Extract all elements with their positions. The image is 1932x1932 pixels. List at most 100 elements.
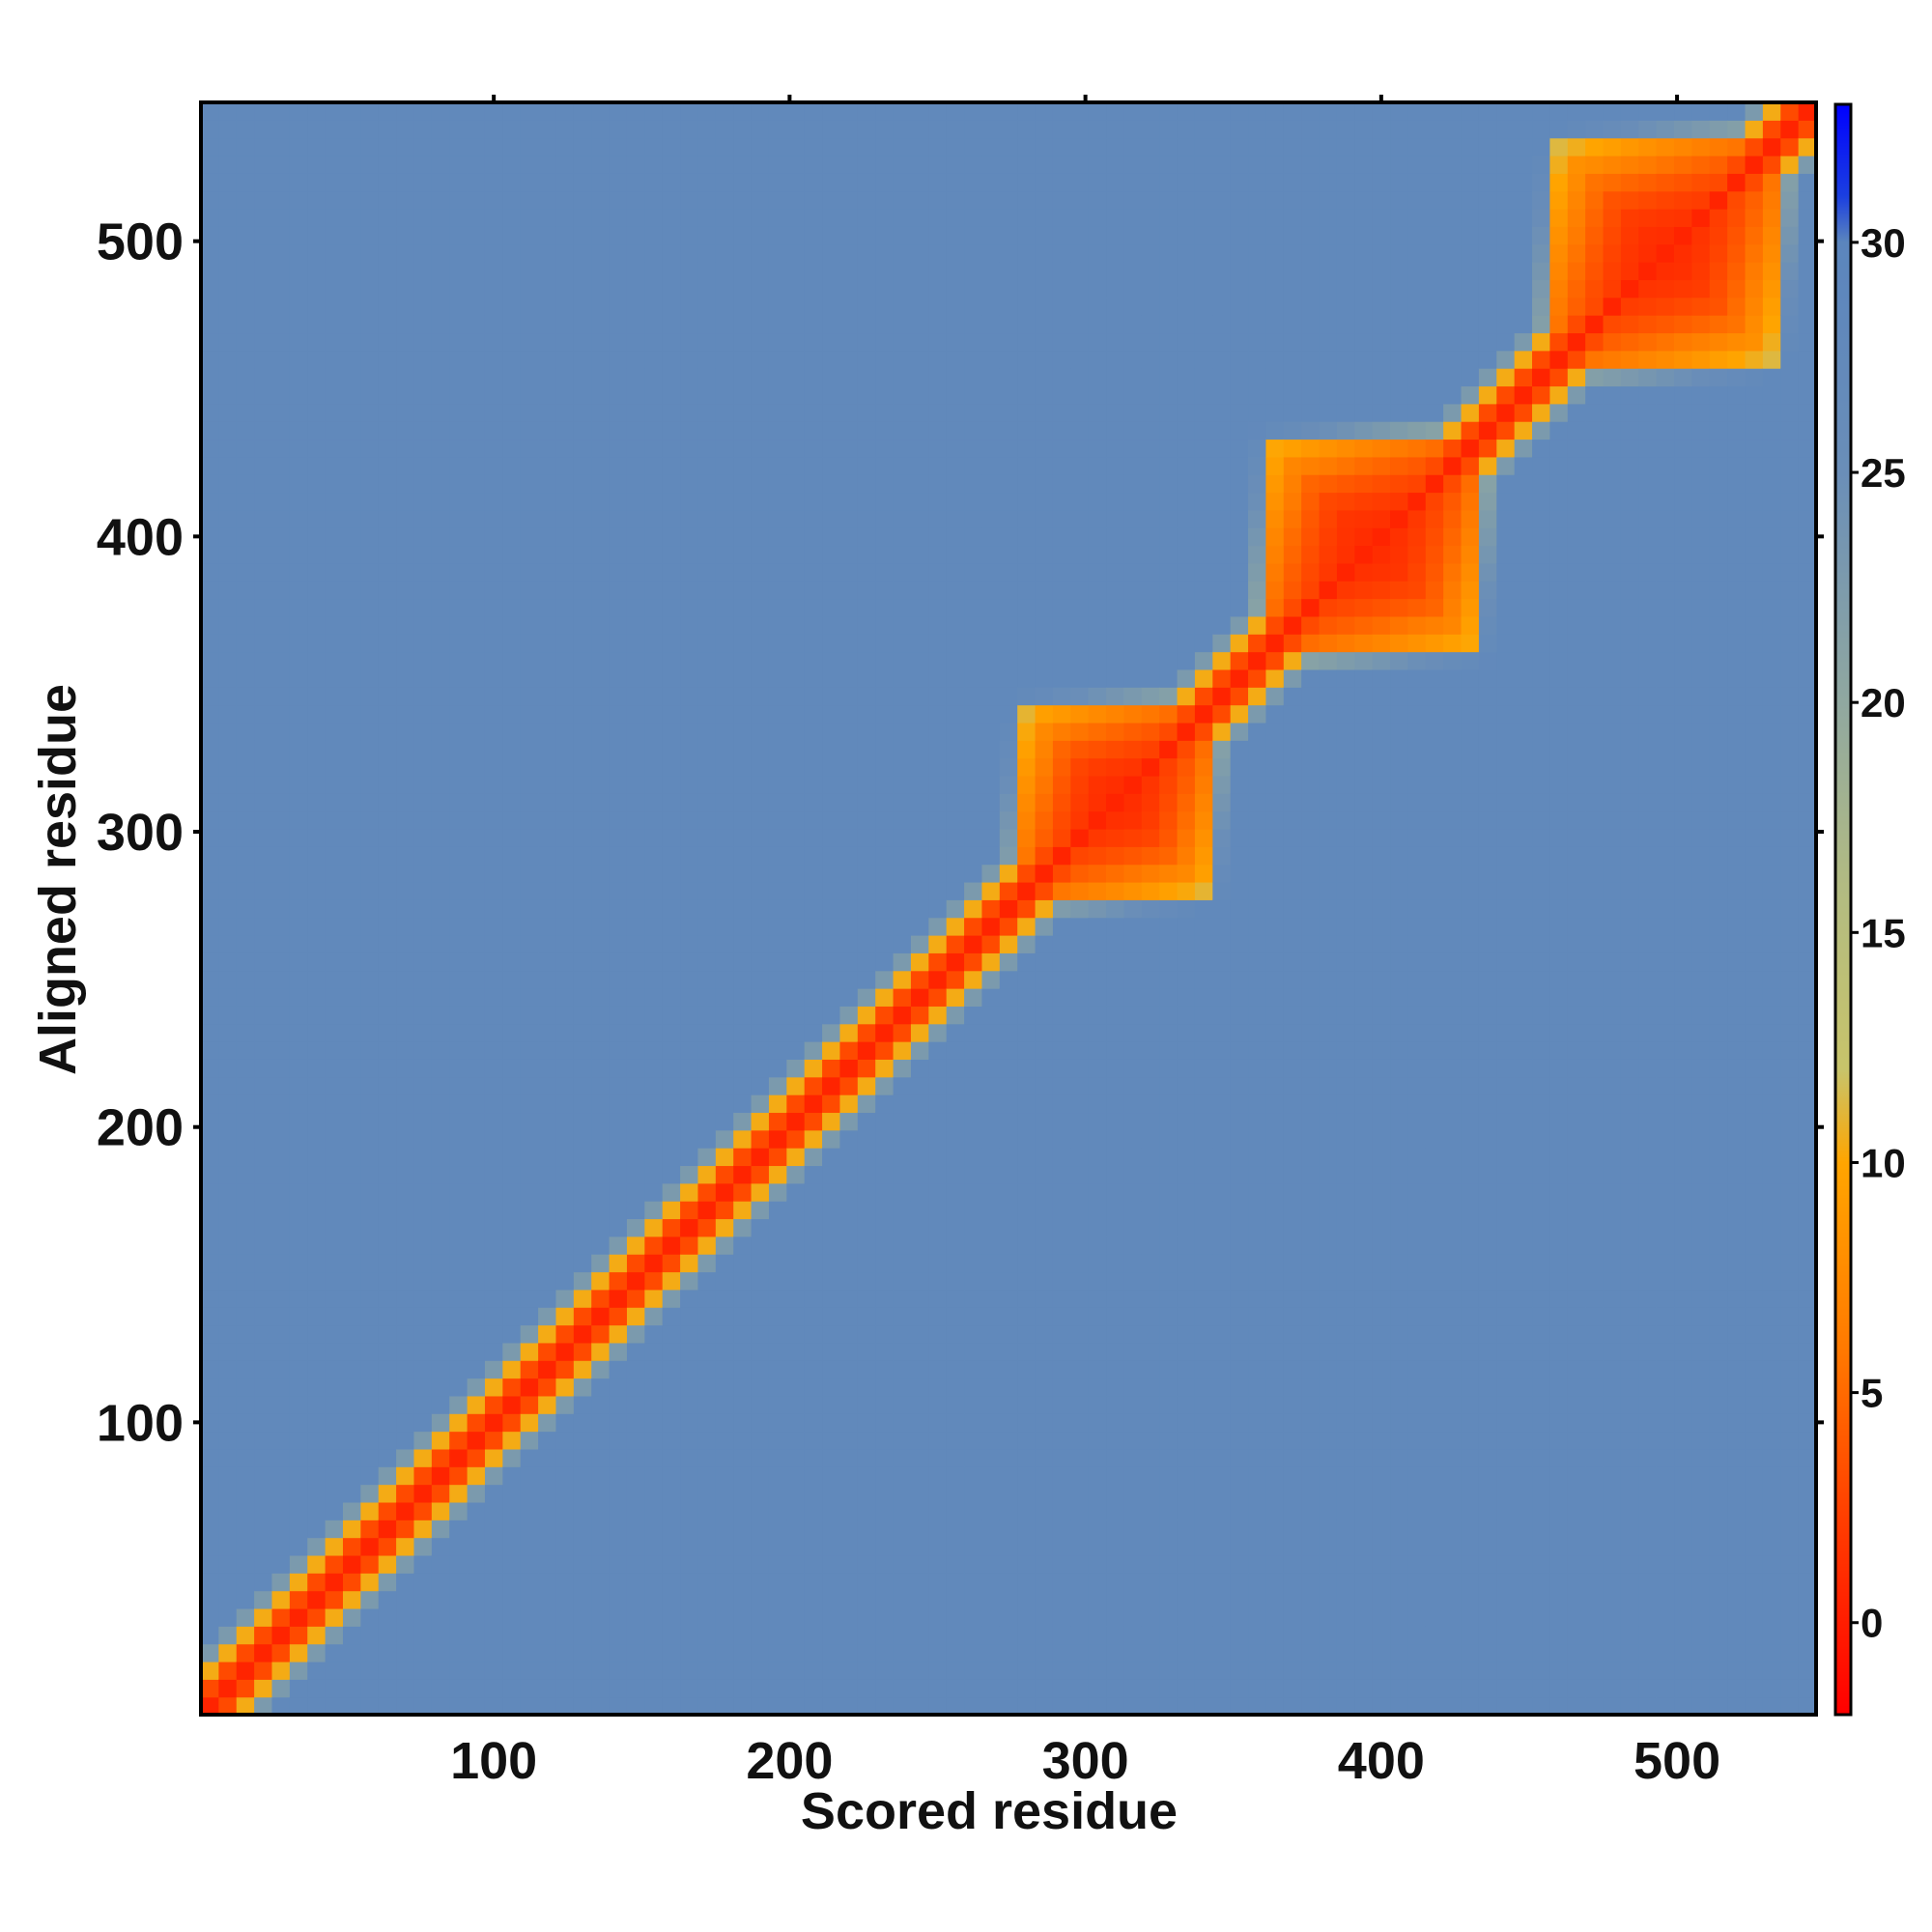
- heatmap-cell: [360, 1679, 380, 1698]
- heatmap-cell: [573, 1520, 592, 1539]
- heatmap-cell: [378, 651, 397, 670]
- heatmap-cell: [325, 970, 344, 989]
- heatmap-cell: [1141, 1573, 1160, 1592]
- heatmap-cell: [715, 810, 734, 830]
- heatmap-cell: [1123, 1378, 1143, 1397]
- heatmap-cell: [271, 1679, 291, 1698]
- heatmap-cell: [342, 828, 361, 847]
- heatmap-cell: [378, 421, 397, 440]
- heatmap-cell: [342, 421, 361, 440]
- heatmap-cell: [449, 1307, 469, 1326]
- heatmap-cell: [1106, 474, 1125, 494]
- heatmap-cell: [697, 1006, 717, 1025]
- heatmap-cell: [768, 509, 787, 528]
- heatmap-cell: [751, 209, 770, 227]
- heatmap-cell: [626, 935, 645, 953]
- heatmap-cell: [467, 492, 486, 511]
- heatmap-cell: [1123, 775, 1143, 794]
- heatmap-cell: [431, 439, 450, 458]
- heatmap-cell: [1035, 828, 1054, 847]
- heatmap-cell: [981, 740, 1001, 759]
- heatmap-cell: [236, 1466, 255, 1486]
- heatmap-cell: [555, 1094, 575, 1114]
- heatmap-cell: [751, 1289, 770, 1308]
- heatmap-cell: [644, 120, 664, 139]
- heatmap-cell: [697, 492, 717, 511]
- heatmap-cell: [1035, 545, 1054, 564]
- heatmap-cell: [768, 1466, 787, 1486]
- heatmap-cell: [307, 1448, 327, 1467]
- heatmap-cell: [680, 668, 699, 688]
- heatmap-cell: [1088, 102, 1107, 121]
- heatmap-cell: [981, 1289, 1001, 1308]
- heatmap-cell: [289, 1484, 308, 1503]
- heatmap-cell: [413, 562, 433, 582]
- heatmap-cell: [342, 1501, 361, 1520]
- heatmap-cell: [697, 740, 717, 759]
- heatmap-cell: [857, 1076, 876, 1095]
- heatmap-cell: [413, 1679, 433, 1698]
- heatmap-cell: [715, 757, 734, 777]
- heatmap-cell: [697, 315, 717, 334]
- heatmap-cell: [573, 793, 592, 812]
- heatmap-cell: [1123, 1307, 1143, 1326]
- heatmap-cell: [928, 988, 948, 1007]
- heatmap-cell: [910, 810, 929, 830]
- heatmap-cell: [893, 474, 912, 494]
- heatmap-cell: [875, 190, 895, 210]
- heatmap-cell: [644, 527, 664, 547]
- heatmap-cell: [502, 1554, 522, 1574]
- heatmap-cell: [981, 527, 1001, 547]
- heatmap-cell: [644, 1023, 664, 1042]
- heatmap-cell: [413, 668, 433, 688]
- heatmap-cell: [626, 421, 645, 440]
- heatmap-cell: [378, 687, 397, 706]
- heatmap-cell: [1035, 368, 1054, 387]
- heatmap-cell: [449, 757, 469, 777]
- heatmap-cell: [289, 722, 308, 741]
- heatmap-cell: [360, 1006, 380, 1025]
- heatmap-cell: [520, 634, 539, 653]
- heatmap-cell: [218, 492, 238, 511]
- heatmap-cell: [662, 757, 681, 777]
- heatmap-cell: [467, 403, 486, 422]
- heatmap-cell: [644, 102, 664, 121]
- heatmap-cell: [413, 545, 433, 564]
- heatmap-cell: [910, 226, 929, 245]
- heatmap-cell: [360, 297, 380, 316]
- heatmap-cell: [484, 615, 503, 635]
- heatmap-cell: [928, 1342, 948, 1361]
- heatmap-cell: [254, 1254, 273, 1273]
- heatmap-cell: [928, 1573, 948, 1592]
- heatmap-cell: [360, 1590, 380, 1609]
- heatmap-cell: [218, 581, 238, 600]
- heatmap-cell: [378, 1590, 397, 1609]
- heatmap-cell: [715, 1573, 734, 1592]
- heatmap-cell: [751, 156, 770, 174]
- heatmap-cell: [875, 598, 895, 617]
- heatmap-cell: [1052, 1554, 1071, 1574]
- heatmap-cell: [751, 651, 770, 670]
- heatmap-cell: [1052, 917, 1071, 936]
- heatmap-cell: [946, 846, 965, 866]
- heatmap-cell: [307, 243, 327, 263]
- heatmap-cell: [201, 315, 219, 334]
- heatmap-cell: [502, 1626, 522, 1645]
- heatmap-cell: [697, 1254, 717, 1273]
- heatmap-cell: [786, 385, 806, 405]
- heatmap-cell: [591, 1537, 611, 1556]
- heatmap-cell: [467, 527, 486, 547]
- heatmap-cell: [573, 226, 592, 245]
- heatmap-cell: [715, 456, 734, 475]
- heatmap-cell: [875, 1254, 895, 1273]
- heatmap-cell: [413, 1696, 433, 1716]
- heatmap-cell: [786, 350, 806, 369]
- heatmap-cell: [804, 1626, 823, 1645]
- heatmap-cell: [538, 952, 557, 972]
- heatmap-cell: [236, 704, 255, 724]
- heatmap-cell: [201, 474, 219, 494]
- heatmap-cell: [1123, 492, 1143, 511]
- heatmap-cell: [644, 1679, 664, 1698]
- heatmap-cell: [697, 456, 717, 475]
- heatmap-cell: [786, 615, 806, 635]
